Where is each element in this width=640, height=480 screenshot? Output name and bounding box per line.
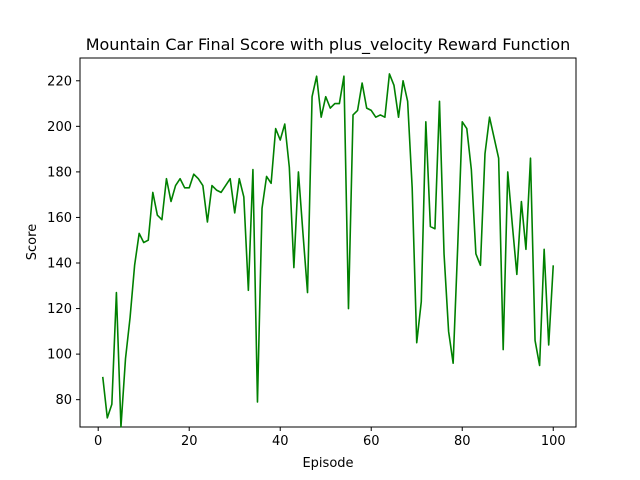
y-axis-label: Score bbox=[25, 224, 40, 260]
y-tick-label: 120 bbox=[47, 302, 72, 317]
axis-ticks: 0 20 40 60 80 100 80 100 120 140 160 180 200 220 bbox=[47, 74, 565, 449]
x-tick-label: 60 bbox=[363, 434, 380, 449]
y-tick-label: 140 bbox=[47, 257, 72, 272]
chart-title: Mountain Car Final Score with plus_veloc… bbox=[86, 35, 571, 55]
x-tick-label: 40 bbox=[272, 434, 289, 449]
x-axis-label: Episode bbox=[302, 456, 353, 471]
y-tick-label: 100 bbox=[47, 348, 72, 363]
x-tick-label: 80 bbox=[454, 434, 471, 449]
y-tick-label: 180 bbox=[47, 165, 72, 180]
series-group bbox=[101, 73, 555, 428]
x-tick-label: 20 bbox=[181, 434, 198, 449]
y-tick-label: 220 bbox=[47, 74, 72, 89]
y-tick-label: 160 bbox=[47, 211, 72, 226]
series-line bbox=[101, 73, 555, 428]
x-tick-label: 100 bbox=[541, 434, 566, 449]
plot-area-frame bbox=[79, 57, 577, 428]
y-tick-label: 200 bbox=[47, 120, 72, 135]
x-tick-label: 0 bbox=[94, 434, 102, 449]
y-tick-label: 80 bbox=[55, 393, 72, 408]
